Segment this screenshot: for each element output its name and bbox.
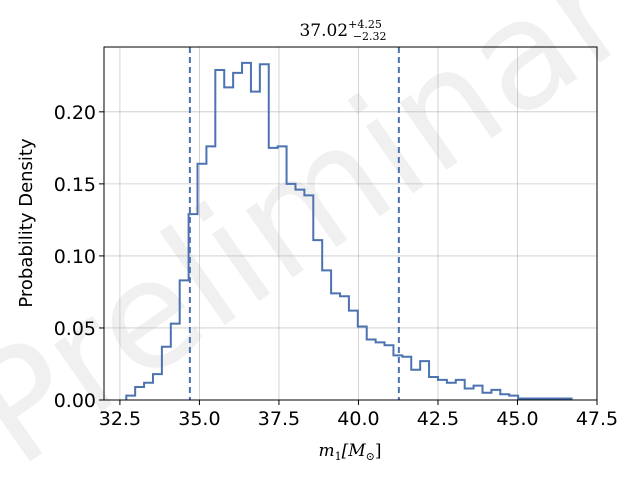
y-tick-label: 0.20 — [54, 102, 96, 124]
histogram — [125, 61, 573, 400]
title-value: 37.02 — [299, 21, 348, 41]
credible-interval-lines — [188, 47, 400, 400]
histogram-step-line — [125, 61, 573, 400]
title-subscript: −2.32 — [353, 30, 387, 43]
x-label-symbol: m — [318, 441, 334, 461]
x-tick-label: 45.0 — [496, 408, 538, 430]
x-tick-label: 35.0 — [178, 408, 220, 430]
y-axis-ticks: 0.00 0.05 0.10 0.15 0.20 — [54, 102, 104, 412]
x-axis-ticks: 32.5 35.0 37.5 40.0 42.5 45.0 47.5 — [99, 400, 618, 430]
x-label-unit-close: ] — [375, 441, 382, 461]
x-tick-label: 37.5 — [258, 408, 300, 430]
chart-title: 37.02+4.25 −2.32 — [299, 18, 386, 43]
x-label-unit: [M — [342, 441, 367, 461]
x-label-subscript: 1 — [335, 450, 342, 463]
x-tick-label: 32.5 — [99, 408, 141, 430]
plot-frame — [103, 46, 598, 401]
y-tick-label: 0.00 — [54, 390, 96, 412]
x-axis-label: m1[M⊙] — [318, 441, 381, 463]
title-superscript: +4.25 — [348, 18, 382, 31]
x-tick-label: 47.5 — [576, 408, 618, 430]
x-tick-label: 42.5 — [417, 408, 459, 430]
y-axis-label: Probability Density — [16, 138, 37, 308]
y-tick-label: 0.15 — [54, 174, 96, 196]
x-label-unit-subscript: ⊙ — [366, 450, 375, 463]
y-tick-label: 0.10 — [54, 246, 96, 268]
y-tick-label: 0.05 — [54, 318, 96, 340]
x-tick-label: 40.0 — [337, 408, 379, 430]
